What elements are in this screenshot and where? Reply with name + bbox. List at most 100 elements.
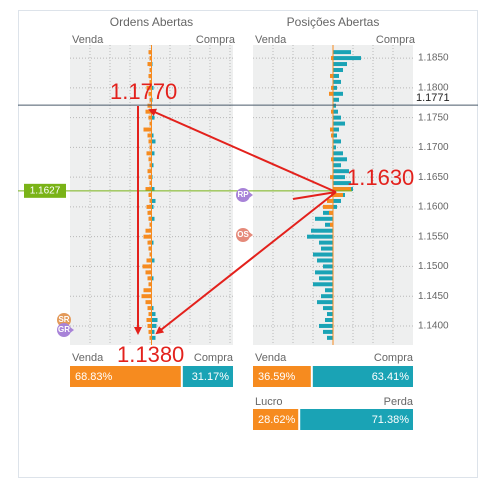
volume-bar [149, 68, 152, 72]
split-value: 36.59% [258, 371, 296, 383]
y-tick-label: 1.1650 [418, 172, 449, 183]
volume-bar [151, 133, 154, 138]
volume-bar [331, 85, 333, 90]
volume-bar [143, 288, 152, 293]
volume-bar [148, 216, 152, 221]
volume-bar [333, 103, 336, 108]
side-label: Compra [196, 34, 236, 46]
volume-bar [333, 175, 345, 180]
volume-bar [147, 210, 152, 215]
volume-bar [147, 240, 152, 245]
volume-bar [148, 157, 152, 162]
volume-bar [333, 187, 351, 192]
volume-bar [148, 282, 152, 287]
volume-bar [151, 151, 155, 156]
volume-bar [145, 270, 152, 275]
marker-sr [57, 313, 71, 327]
volume-bar [333, 157, 347, 162]
volume-bar [321, 246, 333, 251]
volume-bar [148, 115, 152, 120]
volume-bar [307, 234, 333, 239]
volume-bar [331, 157, 333, 162]
y-tick-label: 1.1850 [418, 53, 449, 64]
side-label: Venda [255, 34, 287, 46]
volume-bar [146, 258, 152, 263]
volume-bar [148, 193, 152, 197]
volume-bar [333, 56, 361, 61]
volume-bar [333, 193, 343, 197]
split-label: Compra [374, 352, 414, 364]
split-bar [182, 366, 233, 387]
volume-bar [151, 163, 154, 168]
volume-bar [323, 306, 333, 311]
marked-price-box [24, 183, 66, 198]
volume-bar [141, 294, 152, 299]
volume-bar [319, 240, 333, 245]
marker-label: GR [58, 325, 70, 334]
y-tick-label: 1.1600 [418, 202, 449, 213]
volume-bar [325, 318, 333, 322]
volume-bar [333, 133, 337, 138]
volume-bar [333, 109, 338, 114]
split-label: Venda [72, 352, 104, 364]
volume-bar [319, 323, 333, 328]
volume-bar [325, 222, 333, 227]
volume-bar [333, 127, 339, 132]
annotation: 1.1630 [347, 165, 414, 190]
volume-bar [148, 139, 152, 144]
volume-bar [151, 198, 156, 203]
volume-bar [147, 323, 152, 328]
panel-title: Ordens Abertas [110, 15, 193, 29]
volume-bar [148, 329, 152, 334]
volume-bar [151, 258, 155, 263]
volume-bar [333, 121, 345, 126]
volume-bar [151, 187, 155, 192]
volume-bar [149, 56, 152, 61]
volume-bar [148, 50, 152, 55]
volume-bar [333, 139, 341, 144]
volume-bar [331, 133, 333, 138]
volume-bar [151, 312, 156, 317]
volume-bar [148, 175, 152, 180]
annotation: 1.1380 [117, 342, 184, 367]
volume-bar [151, 139, 156, 144]
volume-bar [143, 127, 152, 132]
split-value: 63.41% [372, 371, 410, 383]
volume-bar [148, 73, 152, 78]
volume-bar [147, 276, 152, 281]
split-label: Compra [194, 352, 234, 364]
split-label: Perda [384, 396, 414, 408]
volume-bar [151, 306, 154, 311]
volume-bar [327, 335, 333, 340]
y-tick-label: 1.1450 [418, 291, 449, 302]
volume-bar [145, 228, 152, 233]
volume-bar [315, 270, 333, 275]
volume-bar [147, 133, 152, 138]
volume-bar [149, 198, 152, 203]
volume-bar [149, 222, 152, 227]
volume-bar [151, 335, 156, 340]
volume-bar [145, 300, 152, 305]
volume-bar [333, 198, 341, 203]
volume-bar [323, 210, 333, 215]
volume-bar [149, 335, 152, 340]
volume-bar [149, 97, 152, 102]
volume-bar [319, 276, 333, 281]
volume-bar [149, 121, 152, 126]
volume-bar [327, 198, 333, 203]
volume-bar [147, 169, 152, 174]
y-tick-label: 1.1500 [418, 261, 449, 272]
marker-rp [236, 188, 250, 202]
volume-bar [315, 216, 333, 221]
volume-bar [148, 246, 152, 251]
side-label: Compra [376, 34, 416, 46]
volume-bar [148, 91, 152, 96]
volume-bar [333, 97, 339, 102]
volume-bar [151, 329, 155, 334]
volume-bar [142, 264, 152, 269]
split-bar [253, 409, 299, 430]
volume-bar [311, 228, 333, 233]
split-value: 68.83% [75, 371, 113, 383]
volume-bar [323, 264, 333, 269]
volume-bar [331, 109, 333, 114]
